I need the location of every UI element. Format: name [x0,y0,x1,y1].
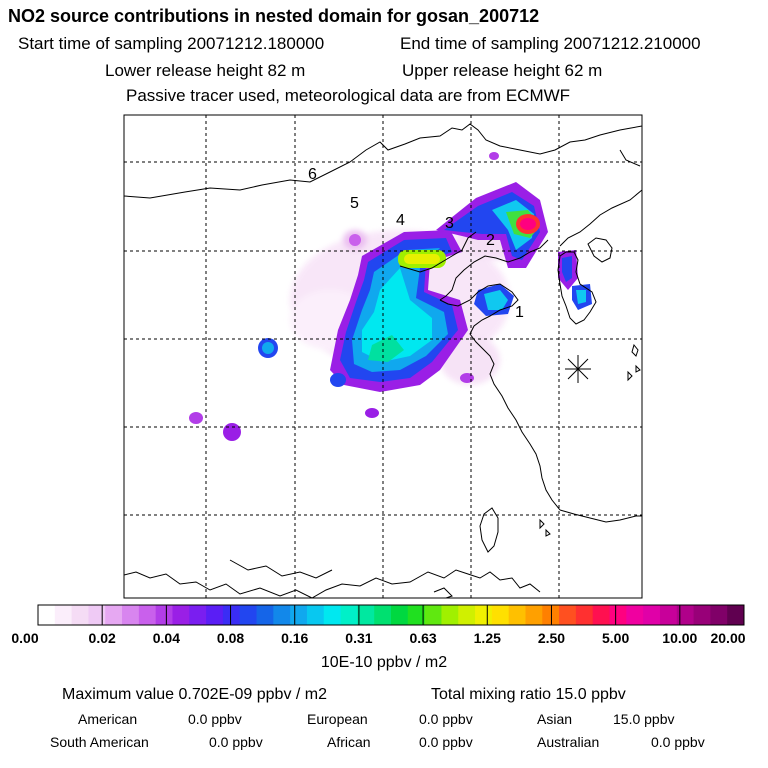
region-american-label: American [78,711,138,727]
colorbar-swatch [693,605,711,625]
colorbar-swatch [407,605,426,625]
colorbar-swatch [575,605,594,625]
region-label-6: 6 [308,166,317,183]
colorbar-tick-label: 2.50 [537,630,566,646]
region-african-label: African [327,734,371,750]
colorbar-frame [37,604,745,626]
total-mixing-ratio: Total mixing ratio 15.0 ppbv [431,686,626,703]
start-time-label: Start time of sampling 20071212.180000 [18,34,325,53]
colorbar-swatch [458,605,476,625]
colorbar-swatch [676,605,695,625]
colorbar-swatch [206,605,224,625]
colorbar [37,604,745,626]
colorbar-swatch [88,605,106,625]
page-title: NO2 source contributions in nested domai… [8,6,540,26]
upper-release-height-label: Upper release height 62 m [402,61,603,80]
lower-release-height-label: Lower release height 82 m [105,61,306,80]
map-panel: 1 2 3 4 5 6 [124,115,642,598]
colorbar-tick-label: 20.00 [710,630,746,646]
colorbar-swatch [239,605,258,625]
colorbar-swatch [138,605,157,625]
colorbar-swatch [508,605,526,625]
tracer-note: Passive tracer used, meteorological data… [126,86,571,105]
colorbar-swatch [155,605,173,625]
colorbar-swatch [222,605,241,625]
colorbar-tick-label: 0.00 [11,630,39,646]
colorbar-swatch [54,605,73,625]
colorbar-tick-label: 0.08 [216,630,245,646]
region-australian-value: 0.0 ppbv [651,734,705,750]
colorbar-tick-label: 0.04 [152,630,180,646]
colorbar-swatch [542,605,560,625]
colorbar-swatch [491,605,510,625]
colorbar-swatch [172,605,190,625]
colorbar-tick-label: 10.00 [662,630,698,646]
region-label-5: 5 [350,195,359,212]
colorbar-swatch [306,605,325,625]
region-asian-value: 15.0 ppbv [613,711,675,727]
colorbar-swatch [256,605,274,625]
region-american-value: 0.0 ppbv [188,711,242,727]
graticule [124,115,642,598]
colorbar-swatch [273,605,291,625]
colorbar-tick-label: 0.31 [345,630,373,646]
coastlines [124,123,642,598]
colorbar-swatch [525,605,543,625]
receptor-star-icon [565,355,591,383]
region-label-3: 3 [445,215,454,232]
map-frame [123,114,643,599]
region-asian-label: Asian [537,711,573,727]
region-label-2: 2 [486,232,495,249]
colorbar-swatch [710,605,728,625]
colorbar-swatch [592,605,611,625]
region-label-1: 1 [515,304,524,321]
colorbar-swatch [727,605,745,625]
maximum-value: Maximum value 0.702E-09 ppbv / m2 [62,686,328,703]
colorbar-swatch [189,605,207,625]
region-australian-label: Australian [537,734,600,750]
colorbar-swatch [559,605,577,625]
colorbar-swatch [105,605,123,625]
colorbar-swatch [374,605,392,625]
colorbar-swatch [609,605,627,625]
colorbar-swatch [357,605,375,625]
region-european-value: 0.0 ppbv [419,711,473,727]
colorbar-swatch [71,605,89,625]
colorbar-tick-label: 0.02 [88,630,116,646]
colorbar-swatch [424,605,442,625]
colorbar-swatch [38,605,56,625]
colorbar-swatch [441,605,459,625]
colorbar-swatch [659,605,678,625]
end-time-label: End time of sampling 20071212.210000 [400,34,701,53]
colorbar-swatch [643,605,661,625]
region-label-4: 4 [396,212,405,229]
colorbar-swatch [340,605,358,625]
region-european-label: European [307,711,368,727]
colorbar-unit-label: 10E-10 ppbv / m2 [320,654,448,671]
colorbar-swatch [475,605,493,625]
colorbar-tick-label: 1.25 [473,630,501,646]
region-african-value: 0.0 ppbv [419,734,473,750]
colorbar-swatch [122,605,140,625]
colorbar-swatch [391,605,409,625]
colorbar-tick-label: 5.00 [602,630,630,646]
colorbar-swatch [290,605,308,625]
region-south-american-label: South American [50,734,149,750]
colorbar-swatch [626,605,644,625]
colorbar-tick-label: 0.63 [409,630,437,646]
region-south-american-value: 0.0 ppbv [209,734,263,750]
colorbar-tick-label: 0.16 [281,630,309,646]
colorbar-swatch [323,605,342,625]
